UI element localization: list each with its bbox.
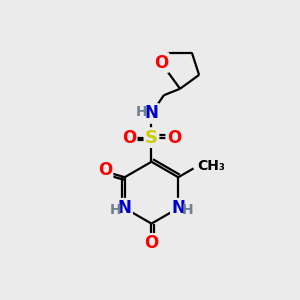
Text: N: N (118, 199, 132, 217)
Text: CH₃: CH₃ (197, 159, 225, 173)
Text: H: H (136, 105, 148, 119)
Text: S: S (145, 129, 158, 147)
Text: N: N (145, 104, 158, 122)
Text: O: O (154, 53, 168, 71)
Text: O: O (98, 161, 112, 179)
Text: O: O (167, 129, 181, 147)
Text: O: O (122, 129, 136, 147)
Text: H: H (182, 202, 194, 217)
Text: N: N (171, 199, 185, 217)
Text: H: H (110, 202, 121, 217)
Text: O: O (144, 234, 159, 252)
